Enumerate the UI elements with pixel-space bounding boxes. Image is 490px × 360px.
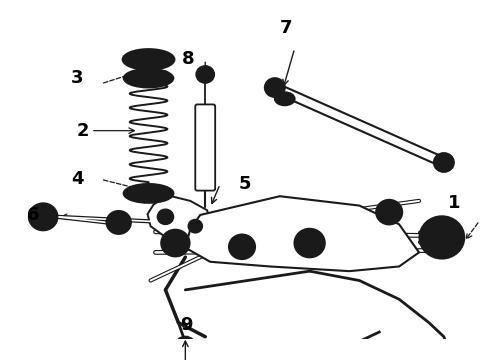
Circle shape <box>169 237 182 249</box>
Circle shape <box>173 241 178 246</box>
Ellipse shape <box>275 92 294 105</box>
Circle shape <box>302 235 318 251</box>
Circle shape <box>439 158 449 167</box>
Circle shape <box>434 153 454 172</box>
Polygon shape <box>185 196 419 271</box>
Circle shape <box>307 240 313 246</box>
Ellipse shape <box>140 190 157 197</box>
Circle shape <box>436 232 448 243</box>
Circle shape <box>294 229 324 257</box>
Circle shape <box>157 209 173 224</box>
Circle shape <box>113 217 124 228</box>
Text: 9: 9 <box>180 316 193 334</box>
Ellipse shape <box>430 235 454 240</box>
Circle shape <box>29 204 57 230</box>
Ellipse shape <box>122 49 174 70</box>
Circle shape <box>265 78 285 97</box>
Circle shape <box>383 207 395 218</box>
Ellipse shape <box>430 239 454 245</box>
Circle shape <box>428 224 456 251</box>
Circle shape <box>163 214 169 220</box>
Text: 1: 1 <box>447 194 460 212</box>
Circle shape <box>35 209 51 224</box>
Text: 6: 6 <box>27 206 40 224</box>
Circle shape <box>188 220 202 233</box>
Text: 4: 4 <box>71 170 83 188</box>
Text: 7: 7 <box>279 19 292 37</box>
FancyBboxPatch shape <box>196 104 215 190</box>
Text: 8: 8 <box>182 50 195 68</box>
Circle shape <box>420 217 464 258</box>
Circle shape <box>192 224 198 229</box>
Text: 2: 2 <box>76 122 89 140</box>
Ellipse shape <box>430 230 454 235</box>
Text: 5: 5 <box>239 175 251 193</box>
Circle shape <box>201 71 209 78</box>
Ellipse shape <box>133 73 165 84</box>
Circle shape <box>40 214 46 220</box>
Text: 3: 3 <box>71 69 83 87</box>
Ellipse shape <box>132 53 166 66</box>
Circle shape <box>107 211 131 234</box>
Circle shape <box>270 83 280 92</box>
Circle shape <box>376 200 402 224</box>
Circle shape <box>196 66 214 83</box>
Polygon shape <box>147 195 210 242</box>
Circle shape <box>229 235 255 259</box>
Circle shape <box>116 220 121 225</box>
Circle shape <box>162 230 189 256</box>
Circle shape <box>236 241 248 252</box>
Circle shape <box>175 337 196 355</box>
Ellipse shape <box>133 188 165 199</box>
Ellipse shape <box>123 69 173 87</box>
Circle shape <box>440 347 458 360</box>
Ellipse shape <box>123 184 173 203</box>
Circle shape <box>180 341 190 351</box>
Ellipse shape <box>139 56 158 63</box>
